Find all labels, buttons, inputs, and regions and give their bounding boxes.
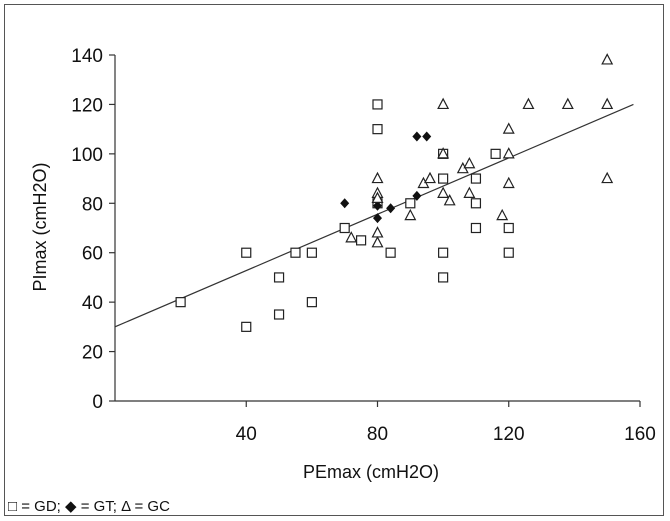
y-tick-label: 140: [71, 46, 103, 67]
point-gc: [601, 97, 614, 110]
point-gd: [339, 222, 350, 234]
point-gd: [372, 99, 383, 110]
point-gd: [273, 309, 285, 320]
point-gc: [502, 122, 515, 134]
point-gc: [345, 231, 358, 243]
point-gd: [175, 297, 186, 308]
point-gd: [405, 198, 416, 209]
point-gc: [371, 236, 384, 248]
point-gc: [371, 226, 384, 238]
point-gd: [503, 222, 514, 234]
point-gd: [241, 247, 252, 258]
point-gc: [496, 208, 509, 221]
point-gt: [340, 198, 350, 209]
point-gc: [424, 171, 436, 184]
point-gc: [371, 191, 384, 203]
point-gc: [601, 171, 614, 184]
y-tick-label: 80: [82, 194, 103, 215]
point-gd: [372, 124, 383, 135]
point-gt: [422, 131, 432, 142]
point-gc: [561, 97, 574, 110]
y-tick-label: 20: [82, 343, 103, 364]
point-gc: [404, 208, 417, 221]
y-tick-label: 120: [71, 95, 103, 116]
y-tick-label: 0: [92, 392, 103, 413]
x-axis-label: PEmax (cmH2O): [303, 462, 439, 482]
y-tick-label: 60: [82, 244, 103, 265]
point-gd: [306, 297, 317, 308]
point-gc: [502, 147, 515, 159]
axes: 0 20 40 60 80 100 120 140 40 80 120 160: [71, 46, 656, 445]
point-gd: [503, 247, 514, 258]
point-gc: [437, 147, 450, 159]
point-gd: [306, 247, 317, 258]
x-tick-label: 80: [367, 424, 388, 445]
point-gc: [463, 156, 476, 169]
point-gc: [443, 194, 456, 206]
x-tick-label: 160: [624, 424, 656, 445]
point-gd: [273, 272, 285, 283]
y-axis-label: PImax (cmH2O): [30, 162, 50, 291]
point-gt: [412, 131, 422, 142]
y-tick-label: 40: [82, 293, 103, 314]
point-gt: [386, 203, 396, 214]
point-gd: [385, 247, 396, 258]
point-gc: [502, 176, 515, 189]
point-gd: [438, 247, 449, 258]
y-tick-label: 100: [71, 145, 103, 166]
point-gd: [470, 173, 482, 184]
point-gt: [412, 190, 422, 201]
point-gd: [241, 321, 252, 332]
point-gt: [373, 213, 382, 224]
x-tick-label: 40: [236, 424, 257, 445]
x-tick-label: 120: [493, 424, 525, 445]
point-gc: [522, 97, 535, 110]
point-gc: [437, 97, 450, 110]
point-gd: [290, 247, 301, 258]
point-gc: [601, 53, 614, 65]
legend: □ = GD; ◆ = GT; Δ = GC: [8, 498, 170, 515]
data-points: [175, 53, 614, 332]
point-gd: [438, 272, 449, 283]
point-gc: [463, 186, 476, 198]
point-gd: [470, 198, 482, 209]
point-gd: [470, 222, 482, 234]
trend-line: [114, 103, 634, 328]
point-gd: [355, 235, 367, 246]
point-gc: [371, 171, 384, 184]
chart-frame: [4, 4, 664, 516]
point-gd: [438, 173, 449, 184]
point-gt: [373, 200, 382, 211]
point-gd: [490, 148, 501, 159]
point-gc: [437, 186, 450, 198]
